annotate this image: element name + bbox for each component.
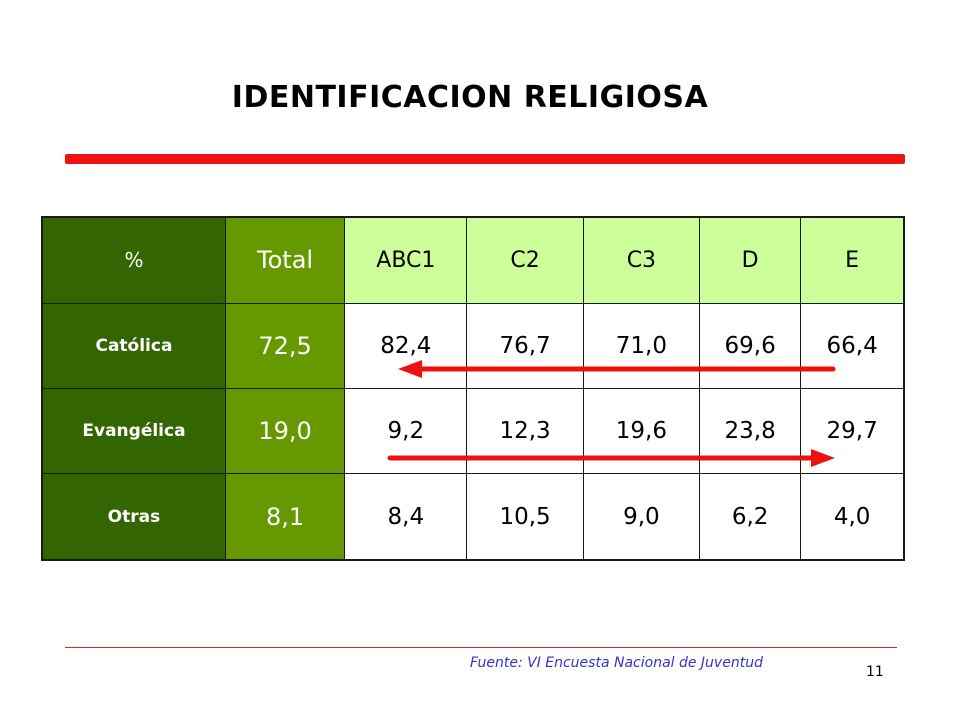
slide-title: IDENTIFICACION RELIGIOSA: [231, 80, 709, 115]
value-cell: 29,7: [800, 387, 905, 475]
value-cell: 82,4: [344, 302, 468, 389]
header-cell-c2: C2: [466, 216, 584, 304]
value-cell: 8,4: [344, 473, 468, 561]
header-cell-d: D: [698, 216, 802, 304]
page-number: 11: [866, 664, 884, 680]
value-cell: 12,3: [466, 387, 584, 475]
table-row-evangelica: Evangélica 19,0 9,2 12,3 19,6 23,8 29,7: [41, 387, 905, 475]
table-header-row: % Total ABC1 C2 C3 D E: [41, 216, 905, 304]
header-cell-abc1: ABC1: [344, 216, 468, 304]
header-cell-total: Total: [224, 216, 346, 304]
total-cell-evangelica: 19,0: [224, 387, 346, 475]
value-cell: 9,0: [582, 473, 701, 561]
header-cell-e: E: [800, 216, 905, 304]
source-note: Fuente: VI Encuesta Nacional de Juventud: [470, 655, 763, 671]
value-cell: 10,5: [466, 473, 584, 561]
row-label-catolica: Católica: [41, 302, 226, 389]
row-label-evangelica: Evangélica: [41, 387, 226, 475]
value-cell: 4,0: [800, 473, 905, 561]
value-cell: 23,8: [698, 387, 802, 475]
row-label-otras: Otras: [41, 473, 226, 561]
value-cell: 6,2: [698, 473, 802, 561]
total-cell-otras: 8,1: [224, 473, 346, 561]
religion-table: % Total ABC1 C2 C3 D E Católica 72,5 82,…: [41, 216, 905, 561]
title-underline-bar: [65, 154, 905, 164]
footer-divider: [65, 647, 897, 648]
value-cell: 9,2: [344, 387, 468, 475]
value-cell: 76,7: [466, 302, 584, 389]
header-corner-cell: %: [41, 216, 226, 304]
header-cell-c3: C3: [582, 216, 701, 304]
value-cell: 19,6: [582, 387, 701, 475]
value-cell: 69,6: [698, 302, 802, 389]
value-cell: 66,4: [800, 302, 905, 389]
table-row-otras: Otras 8,1 8,4 10,5 9,0 6,2 4,0: [41, 473, 905, 561]
total-cell-catolica: 72,5: [224, 302, 346, 389]
table-row-catolica: Católica 72,5 82,4 76,7 71,0 69,6 66,4: [41, 302, 905, 389]
value-cell: 71,0: [582, 302, 701, 389]
